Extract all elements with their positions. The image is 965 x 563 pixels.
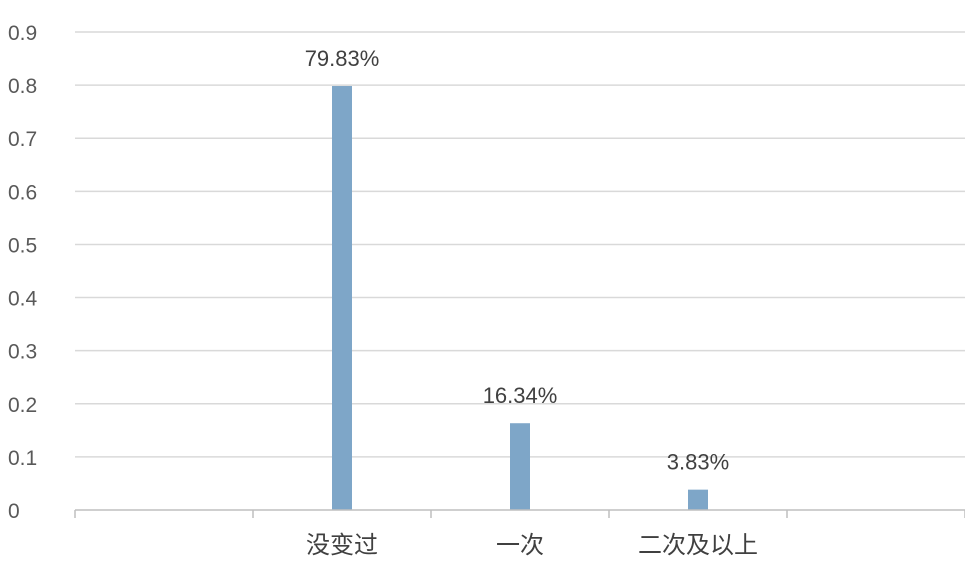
y-tick-label: 0.3 — [8, 341, 37, 364]
bars — [332, 86, 708, 510]
y-tick-label: 0.9 — [8, 22, 37, 45]
data-label: 16.34% — [483, 383, 558, 408]
y-tick-label: 0.8 — [8, 75, 37, 98]
data-label: 3.83% — [667, 450, 729, 475]
y-tick-label: 0.6 — [8, 181, 37, 204]
y-tick-label: 0.4 — [8, 288, 38, 311]
y-tick-label: 0.7 — [8, 128, 37, 151]
x-tick-label: 二次及以上 — [638, 532, 758, 558]
bar — [688, 489, 708, 510]
gridlines — [75, 31, 965, 458]
y-axis-ticks: 0 0.1 0.2 0.3 0.4 0.5 0.6 0.7 0.8 0.9 — [8, 22, 38, 523]
x-tick-label: 一次 — [496, 532, 544, 558]
y-tick-label: 0.5 — [8, 234, 37, 257]
bar — [332, 86, 352, 510]
y-tick-label: 0.2 — [8, 394, 37, 417]
y-tick-label: 0 — [8, 500, 20, 523]
bar — [510, 423, 530, 510]
x-tick-label: 没变过 — [306, 532, 378, 558]
data-label: 79.83% — [305, 46, 380, 71]
x-axis: 没变过 一次 二次及以上 — [74, 509, 965, 559]
data-labels: 79.83% 16.34% 3.83% — [305, 46, 730, 475]
y-tick-label: 0.1 — [8, 447, 37, 470]
